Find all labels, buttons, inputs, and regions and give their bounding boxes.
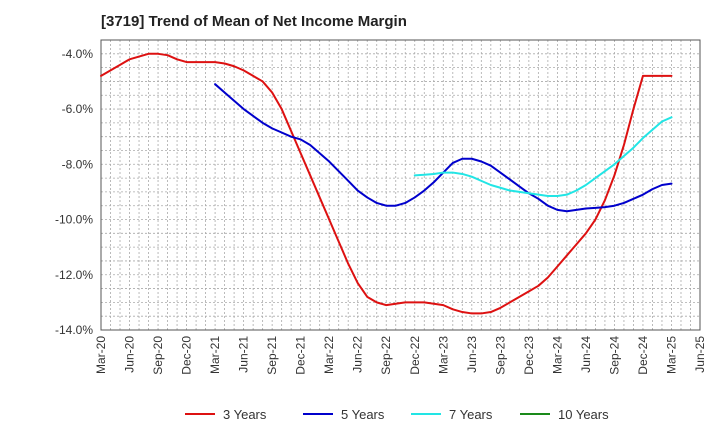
legend-label: 10 Years: [558, 407, 609, 422]
y-tick-label: -6.0%: [62, 102, 94, 116]
legend-label: 7 Years: [449, 407, 493, 422]
legend-item: 7 Years: [411, 407, 493, 422]
x-tick-label: Dec-21: [294, 336, 308, 375]
x-tick-label: Jun-25: [693, 336, 707, 373]
x-tick-label: Dec-20: [180, 336, 194, 375]
y-tick-label: -8.0%: [62, 157, 94, 171]
legend-item: 3 Years: [185, 407, 267, 422]
legend-item: 5 Years: [303, 407, 385, 422]
x-tick-label: Jun-23: [465, 336, 479, 373]
y-axis-tick-labels: -4.0% -6.0% -8.0% -10.0% -12.0% -14.0%: [55, 47, 93, 337]
x-tick-label: Mar-22: [322, 336, 336, 374]
series-line-3-years: [100, 52, 673, 315]
legend-item: 10 Years: [520, 407, 609, 422]
x-tick-label: Dec-23: [522, 336, 536, 375]
x-tick-label: Jun-21: [237, 336, 251, 373]
x-tick-label: Mar-23: [436, 336, 450, 374]
x-tick-label: Sep-20: [151, 336, 165, 375]
x-tick-label: Sep-21: [265, 336, 279, 375]
x-tick-label: Sep-24: [607, 336, 621, 375]
x-tick-label: Dec-24: [636, 336, 650, 375]
y-tick-label: -12.0%: [55, 268, 93, 282]
x-tick-label: Sep-22: [379, 336, 393, 375]
x-axis-tick-labels: Mar-20 Jun-20 Sep-20 Dec-20 Mar-21 Jun-21 Sep-…: [94, 336, 707, 375]
chart-title: [3719] Trend of Mean of Net Income Margi…: [101, 13, 407, 30]
x-tick-label: Jun-24: [579, 336, 593, 373]
legend-label: 3 Years: [223, 407, 267, 422]
x-tick-label: Jun-22: [351, 336, 365, 373]
x-tick-label: Sep-23: [493, 336, 507, 375]
y-tick-label: -14.0%: [55, 323, 93, 337]
x-tick-label: Mar-24: [550, 336, 564, 374]
series-line-7-years: [413, 116, 673, 198]
series-lines: [100, 52, 673, 315]
x-tick-label: Dec-22: [408, 336, 422, 375]
y-tick-label: -4.0%: [62, 47, 94, 61]
legend: 3 Years 5 Years 7 Years 10 Years: [185, 407, 609, 422]
x-tick-label: Mar-20: [94, 336, 108, 374]
x-tick-label: Jun-20: [123, 336, 137, 373]
plot-area-border: [100, 39, 701, 331]
legend-label: 5 Years: [341, 407, 385, 422]
y-tick-label: -10.0%: [55, 213, 93, 227]
x-tick-label: Mar-25: [664, 336, 678, 374]
x-tick-label: Mar-21: [208, 336, 222, 374]
